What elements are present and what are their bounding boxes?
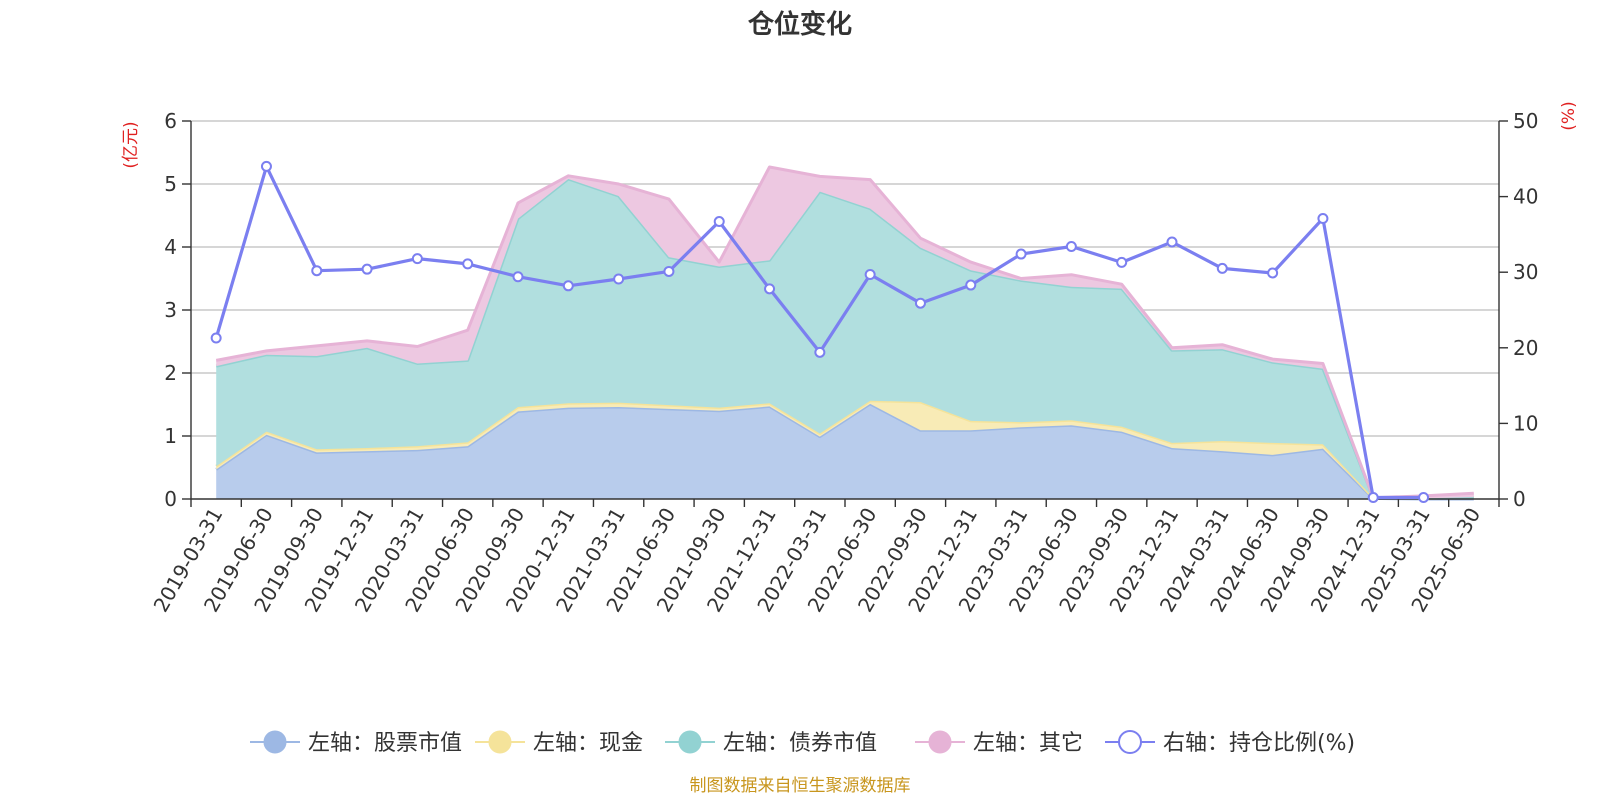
data-source-note: 制图数据来自恒生聚源数据库 xyxy=(690,776,911,796)
ratio-point[interactable] xyxy=(260,160,272,172)
ratio-point[interactable] xyxy=(864,268,876,280)
legend-marker xyxy=(928,730,952,754)
ratio-point[interactable] xyxy=(713,216,725,228)
left-axis-tick-label: 2 xyxy=(164,361,177,385)
area-edge-左轴：其它 xyxy=(215,165,1474,500)
legend[interactable]: 左轴：股票市值 左轴：现金 左轴：债券市值 左轴：其它 右轴：持仓比例(%) xyxy=(250,730,1355,756)
ratio-point[interactable] xyxy=(1267,267,1279,279)
ratio-point[interactable] xyxy=(914,297,926,309)
right-axis-tick-label: 40 xyxy=(1513,185,1538,209)
right-axis-tick-label: 0 xyxy=(1513,487,1526,511)
ratio-point[interactable] xyxy=(1166,236,1178,248)
ratio-point[interactable] xyxy=(311,265,323,277)
legend-marker xyxy=(678,730,702,754)
area-左轴：债券市值 xyxy=(216,179,1474,499)
legend-label: 左轴：现金 xyxy=(533,731,643,756)
legend-item[interactable]: 左轴：股票市值 xyxy=(250,730,462,756)
ratio-point[interactable] xyxy=(210,332,222,344)
ratio-point[interactable] xyxy=(562,280,574,292)
area-左轴：其它 xyxy=(216,167,1474,499)
legend-item[interactable]: 左轴：现金 xyxy=(475,730,643,756)
area-layers xyxy=(215,165,1474,501)
legend-label: 左轴：其它 xyxy=(973,731,1083,756)
legend-item[interactable]: 左轴：债券市值 xyxy=(665,730,877,756)
left-axis-tick-label: 4 xyxy=(164,235,177,259)
ratio-point[interactable] xyxy=(965,279,977,291)
ratio-point[interactable] xyxy=(1216,262,1228,274)
ratio-point[interactable] xyxy=(512,271,524,283)
ratio-point[interactable] xyxy=(663,265,675,277)
left-axis-tick-label: 6 xyxy=(164,109,177,133)
area-左轴：股票市值 xyxy=(216,403,1474,499)
ratio-point[interactable] xyxy=(814,346,826,358)
ratio-point[interactable] xyxy=(613,273,625,285)
legend-marker xyxy=(263,730,287,754)
chart-title: 仓位变化 xyxy=(747,9,852,40)
ratio-point[interactable] xyxy=(361,263,373,275)
ratio-point[interactable] xyxy=(1418,491,1430,503)
legend-item[interactable]: 右轴：持仓比例(%) xyxy=(1105,730,1355,756)
ratio-point[interactable] xyxy=(1367,491,1379,503)
ratio-point[interactable] xyxy=(1065,240,1077,252)
right-axis-unit: (%) xyxy=(1559,101,1579,130)
right-axis-tick-label: 20 xyxy=(1513,336,1538,360)
ratio-line-group xyxy=(210,160,1430,503)
ratio-point[interactable] xyxy=(764,283,776,295)
left-axis-tick-label: 0 xyxy=(164,487,177,511)
legend-label: 左轴：债券市值 xyxy=(723,731,877,756)
legend-marker xyxy=(488,730,512,754)
left-axis-tick-label: 1 xyxy=(164,424,177,448)
ratio-point[interactable] xyxy=(1015,248,1027,260)
legend-label: 右轴：持仓比例(%) xyxy=(1163,731,1355,756)
ratio-point[interactable] xyxy=(411,253,423,265)
area-左轴：现金 xyxy=(216,400,1474,499)
left-axis-tick-label: 3 xyxy=(164,298,177,322)
left-axis-tick-label: 5 xyxy=(164,172,177,196)
left-axis-unit: (亿元) xyxy=(121,121,141,168)
legend-item[interactable]: 左轴：其它 xyxy=(915,730,1083,756)
legend-marker xyxy=(1118,730,1142,754)
legend-label: 左轴：股票市值 xyxy=(308,731,462,756)
ratio-point[interactable] xyxy=(1116,256,1128,268)
right-axis-tick-label: 50 xyxy=(1513,109,1538,133)
ratio-point[interactable] xyxy=(1317,213,1329,225)
ratio-point[interactable] xyxy=(462,258,474,270)
right-axis-tick-label: 30 xyxy=(1513,260,1538,284)
right-axis-tick-label: 10 xyxy=(1513,411,1538,435)
